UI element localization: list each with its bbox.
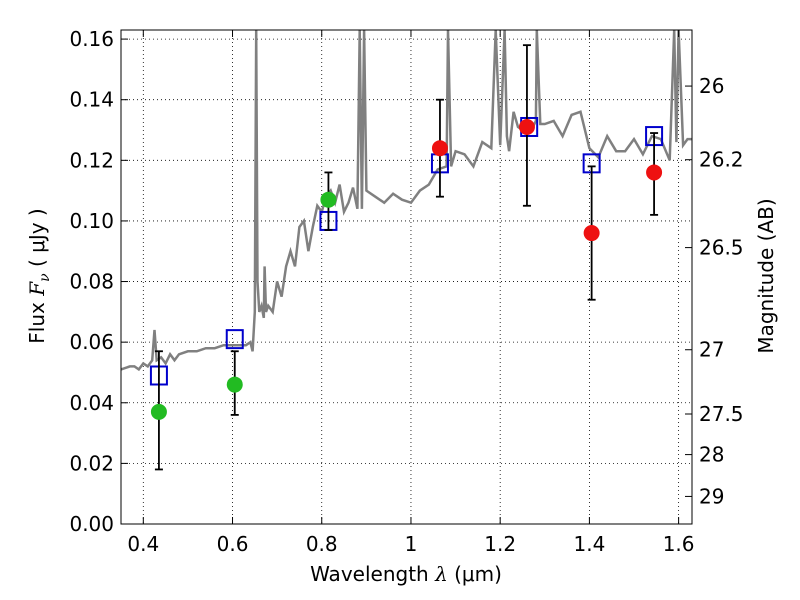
y-tick-label: 0.06: [69, 330, 114, 354]
x-tick-label: 1.6: [663, 532, 695, 556]
y-tick-label: 0.00: [69, 512, 114, 536]
y-tick-label: 0.10: [69, 209, 114, 233]
x-tick-label: 0.8: [306, 532, 338, 556]
y2-axis-label: Magnitude (AB): [754, 198, 778, 353]
y2-tick-label: 29: [699, 484, 724, 508]
model-photometry-square: [225, 329, 244, 350]
y2-axis-ticks: 26 26.2 26.5 27 27.5 28 29: [685, 74, 744, 508]
y-tick-label: 0.12: [69, 148, 114, 172]
plot-series: [121, 30, 692, 471]
y2-tick-label: 27.5: [699, 402, 744, 426]
y-tick-label: 0.08: [69, 270, 114, 294]
y2-tick-label: 26: [699, 74, 724, 98]
x-tick-label: 1: [405, 532, 418, 556]
observed-flux-point: [431, 140, 448, 157]
y-axis-label: Flux Fν ( μJy ): [25, 208, 53, 343]
plot-frame: [120, 29, 693, 525]
y-axis-ticks: 0.00 0.02 0.04 0.06 0.08 0.10 0.12 0.14 0.16: [69, 27, 128, 536]
x-tick-label: 0.6: [217, 532, 249, 556]
x-tick-label: 1.4: [573, 532, 605, 556]
model-spectrum-line: [121, 30, 692, 372]
x-tick-label: 0.4: [127, 532, 159, 556]
y-tick-label: 0.04: [69, 391, 114, 415]
observed-flux-point: [150, 403, 167, 420]
observed-flux-point: [583, 225, 600, 242]
x-axis-label: Wavelength λ (μm): [310, 562, 502, 586]
y2-tick-label: 27: [699, 338, 724, 362]
y2-tick-label: 26.2: [699, 148, 744, 172]
observed-flux-point: [646, 164, 663, 181]
observed-flux-point: [320, 191, 337, 208]
y-tick-label: 0.14: [69, 88, 114, 112]
observed-flux-point: [518, 118, 535, 135]
x-axis-ticks: 0.4 0.6 0.8 1 1.2 1.4 1.6: [127, 30, 695, 556]
y-tick-label: 0.02: [69, 451, 114, 475]
y-tick-label: 0.16: [69, 27, 114, 51]
x-tick-label: 1.2: [484, 532, 516, 556]
y2-tick-label: 26.5: [699, 236, 744, 260]
observed-flux-point: [226, 376, 243, 393]
y2-tick-label: 28: [699, 443, 724, 467]
